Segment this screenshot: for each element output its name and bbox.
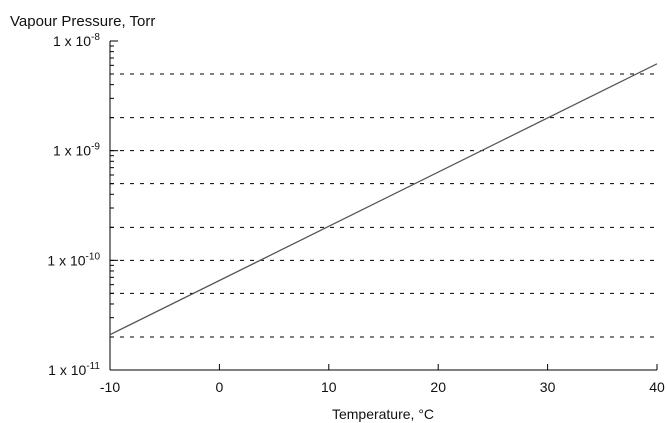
y-tick-label: 1 x 10-10 — [47, 251, 100, 268]
y-tick-label: 1 x 10-9 — [53, 142, 100, 159]
y-axis-label: Vapour Pressure, Torr — [10, 13, 155, 30]
x-tick-label: 40 — [649, 379, 665, 395]
x-ticks: -10 0 10 20 30 40 — [100, 364, 665, 395]
series — [109, 63, 658, 336]
y-tick-label: 1 x 10-8 — [53, 32, 100, 49]
gridlines — [110, 73, 657, 338]
x-tick-label: 10 — [321, 379, 337, 395]
y-ticks: 1 x 10-8 1 x 10-9 1 x 10-10 1 x 10-11 — [47, 32, 118, 378]
x-tick-label: 30 — [540, 379, 556, 395]
x-tick-label: 20 — [430, 379, 446, 395]
x-tick-label: -10 — [100, 379, 120, 395]
y-tick-label: 1 x 10-11 — [48, 361, 100, 378]
x-axis-label: Temperature, °C — [332, 406, 434, 422]
series-line — [109, 63, 658, 336]
axes — [109, 41, 657, 371]
x-tick-label: 0 — [216, 379, 224, 395]
